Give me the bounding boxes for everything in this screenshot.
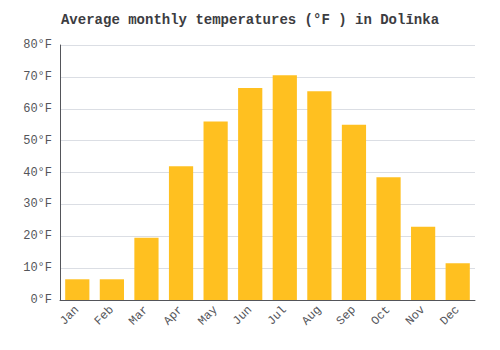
svg-text:Jul: Jul <box>265 303 290 328</box>
svg-text:20°F: 20°F <box>23 229 52 243</box>
svg-text:Feb: Feb <box>92 303 117 328</box>
svg-text:Apr: Apr <box>161 303 186 328</box>
svg-text:Average monthly temperatures (: Average monthly temperatures (°F ) in Do… <box>61 12 440 28</box>
svg-text:Jan: Jan <box>57 303 82 328</box>
svg-text:Sep: Sep <box>334 303 359 328</box>
svg-text:Oct: Oct <box>368 303 393 328</box>
svg-text:40°F: 40°F <box>23 166 52 180</box>
svg-text:Aug: Aug <box>299 303 324 328</box>
svg-text:Mar: Mar <box>126 303 151 328</box>
svg-text:Jun: Jun <box>230 303 255 328</box>
svg-text:60°F: 60°F <box>23 102 52 116</box>
svg-text:May: May <box>195 303 220 328</box>
svg-text:0°F: 0°F <box>30 293 52 307</box>
svg-text:30°F: 30°F <box>23 197 52 211</box>
svg-text:Dec: Dec <box>438 303 463 328</box>
svg-text:Nov: Nov <box>403 303 428 328</box>
svg-text:10°F: 10°F <box>23 261 52 275</box>
svg-text:80°F: 80°F <box>23 38 52 52</box>
svg-text:50°F: 50°F <box>23 134 52 148</box>
svg-text:70°F: 70°F <box>23 70 52 84</box>
